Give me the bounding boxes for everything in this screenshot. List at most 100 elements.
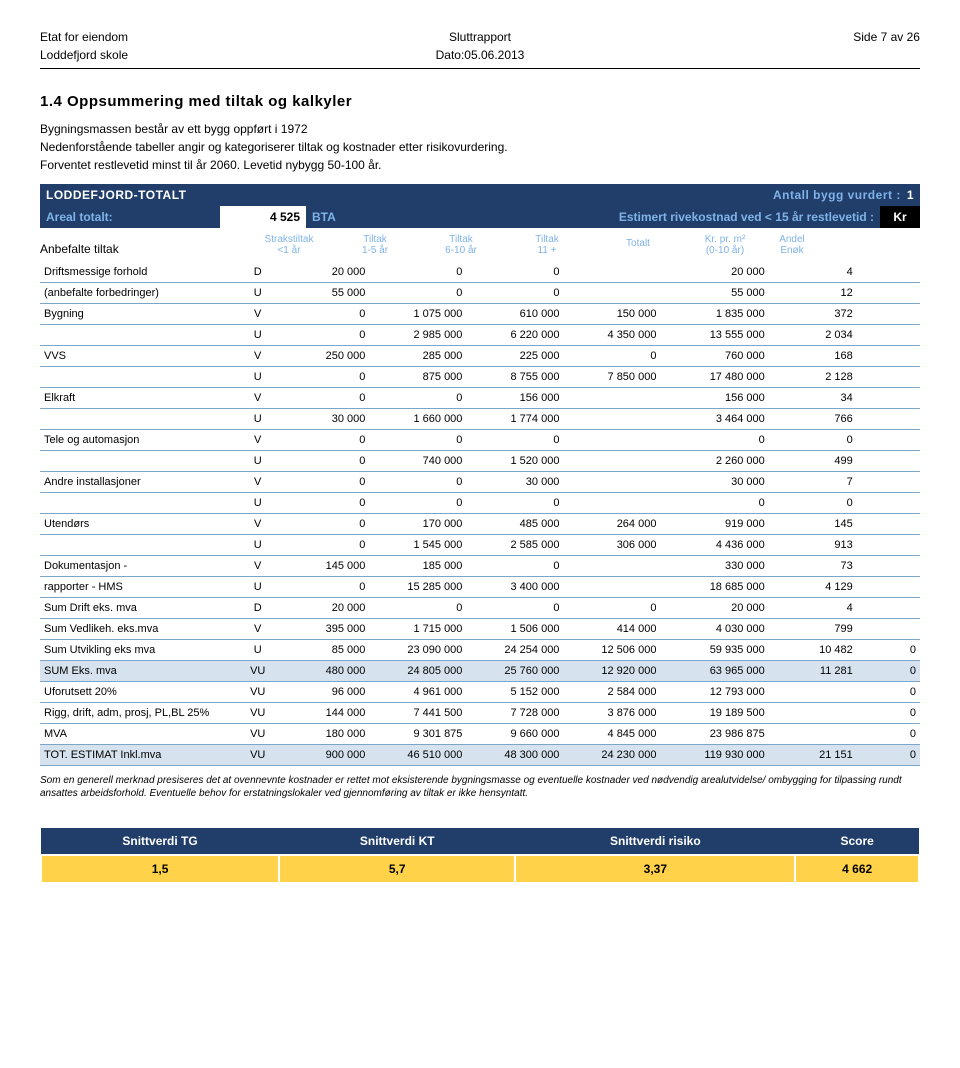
th-anbefalte: Anbefalte tiltak xyxy=(40,228,246,262)
row-value xyxy=(769,724,857,745)
row-label: Sum Drift eks. mva xyxy=(40,598,243,619)
table-row: Dokumentasjon -V145 000185 0000330 00073 xyxy=(40,556,920,577)
row-value xyxy=(857,493,920,514)
row-value: 96 000 xyxy=(272,682,369,703)
row-value: 4 xyxy=(769,262,857,283)
row-code: V xyxy=(243,430,272,451)
row-value: 24 230 000 xyxy=(563,745,660,766)
table-row: ElkraftV00156 000156 00034 xyxy=(40,388,920,409)
row-value: 0 xyxy=(857,682,920,703)
row-code: V xyxy=(243,619,272,640)
row-code: VU xyxy=(243,682,272,703)
row-value: 20 000 xyxy=(660,598,768,619)
row-value: 19 189 500 xyxy=(660,703,768,724)
row-code: U xyxy=(243,325,272,346)
row-value: 55 000 xyxy=(660,283,768,304)
row-value: 11 281 xyxy=(769,661,857,682)
row-value: 17 480 000 xyxy=(660,367,768,388)
row-value: 30 000 xyxy=(272,409,369,430)
row-value: 0 xyxy=(769,430,857,451)
row-value xyxy=(563,472,660,493)
row-value: 1 715 000 xyxy=(369,619,466,640)
row-value: 0 xyxy=(272,388,369,409)
row-value: 13 555 000 xyxy=(660,325,768,346)
th-6-10: Tiltak6-10 år xyxy=(418,228,504,262)
row-value: 0 xyxy=(272,451,369,472)
row-code: V xyxy=(243,304,272,325)
row-label: Driftsmessige forhold xyxy=(40,262,243,283)
table-row: U00000 xyxy=(40,493,920,514)
table-header: Anbefalte tiltak Strakstiltak<1 år Tilta… xyxy=(40,228,920,262)
row-code: U xyxy=(243,367,272,388)
row-value: 0 xyxy=(272,325,369,346)
row-value: 55 000 xyxy=(272,283,369,304)
row-value xyxy=(563,283,660,304)
row-value xyxy=(857,409,920,430)
row-value: 1 520 000 xyxy=(466,451,563,472)
row-value: 145 000 xyxy=(272,556,369,577)
row-value: 875 000 xyxy=(369,367,466,388)
table-row: U0740 0001 520 0002 260 000499 xyxy=(40,451,920,472)
row-label: Elkraft xyxy=(40,388,243,409)
banner-total: LODDEFJORD-TOTALT Antall bygg vurdert : … xyxy=(40,184,920,206)
row-label xyxy=(40,493,243,514)
row-value xyxy=(857,388,920,409)
row-code: U xyxy=(243,451,272,472)
row-value: 46 510 000 xyxy=(369,745,466,766)
row-code: U xyxy=(243,409,272,430)
row-code: V xyxy=(243,556,272,577)
row-value: 919 000 xyxy=(660,514,768,535)
banner-right-num: 1 xyxy=(907,188,914,202)
th-straks: Strakstiltak<1 år xyxy=(246,228,332,262)
row-value xyxy=(857,472,920,493)
th-11: Tiltak11 + xyxy=(504,228,590,262)
table-row: Sum Utvikling eks mvaU85 00023 090 00024… xyxy=(40,640,920,661)
row-label: SUM Eks. mva xyxy=(40,661,243,682)
row-value: 414 000 xyxy=(563,619,660,640)
header-center-2: Dato:05.06.2013 xyxy=(333,48,626,62)
row-value: 0 xyxy=(466,556,563,577)
row-label: Uforutsett 20% xyxy=(40,682,243,703)
row-value: 4 350 000 xyxy=(563,325,660,346)
banner-right-label: Antall bygg vurdert : xyxy=(773,188,901,202)
row-value: 24 254 000 xyxy=(466,640,563,661)
row-value xyxy=(857,262,920,283)
row-value: 0 xyxy=(369,262,466,283)
sum-h1: Snittverdi TG xyxy=(41,828,279,855)
sum-h4: Score xyxy=(795,828,919,855)
row-value: 85 000 xyxy=(272,640,369,661)
row-value: 10 482 xyxy=(769,640,857,661)
row-value: 12 793 000 xyxy=(660,682,768,703)
table-row: Rigg, drift, adm, prosj, PL,BL 25%VU144 … xyxy=(40,703,920,724)
row-value: 4 845 000 xyxy=(563,724,660,745)
row-value: 1 660 000 xyxy=(369,409,466,430)
row-value: 20 000 xyxy=(272,262,369,283)
row-value: 766 xyxy=(769,409,857,430)
row-value: 7 xyxy=(769,472,857,493)
row-value: 0 xyxy=(272,577,369,598)
row-value: 2 034 xyxy=(769,325,857,346)
row-value: 285 000 xyxy=(369,346,466,367)
row-label: MVA xyxy=(40,724,243,745)
row-code: VU xyxy=(243,661,272,682)
row-label xyxy=(40,409,243,430)
row-value: 170 000 xyxy=(369,514,466,535)
table-row: U01 545 0002 585 000306 0004 436 000913 xyxy=(40,535,920,556)
summary-table: Snittverdi TG Snittverdi KT Snittverdi r… xyxy=(40,828,920,884)
row-value: 1 506 000 xyxy=(466,619,563,640)
row-code: U xyxy=(243,283,272,304)
table-row: VVSV250 000285 000225 0000760 000168 xyxy=(40,346,920,367)
cost-table: Driftsmessige forholdD20 0000020 0004(an… xyxy=(40,262,920,766)
table-row: MVAVU180 0009 301 8759 660 0004 845 0002… xyxy=(40,724,920,745)
row-value xyxy=(563,262,660,283)
table-row: SUM Eks. mvaVU480 00024 805 00025 760 00… xyxy=(40,661,920,682)
row-value xyxy=(857,577,920,598)
row-value: 1 774 000 xyxy=(466,409,563,430)
header-center-1: Sluttrapport xyxy=(333,30,626,44)
row-value: 2 985 000 xyxy=(369,325,466,346)
row-code: VU xyxy=(243,724,272,745)
row-label: Dokumentasjon - xyxy=(40,556,243,577)
row-value: 0 xyxy=(272,472,369,493)
row-value: 900 000 xyxy=(272,745,369,766)
row-value xyxy=(857,283,920,304)
